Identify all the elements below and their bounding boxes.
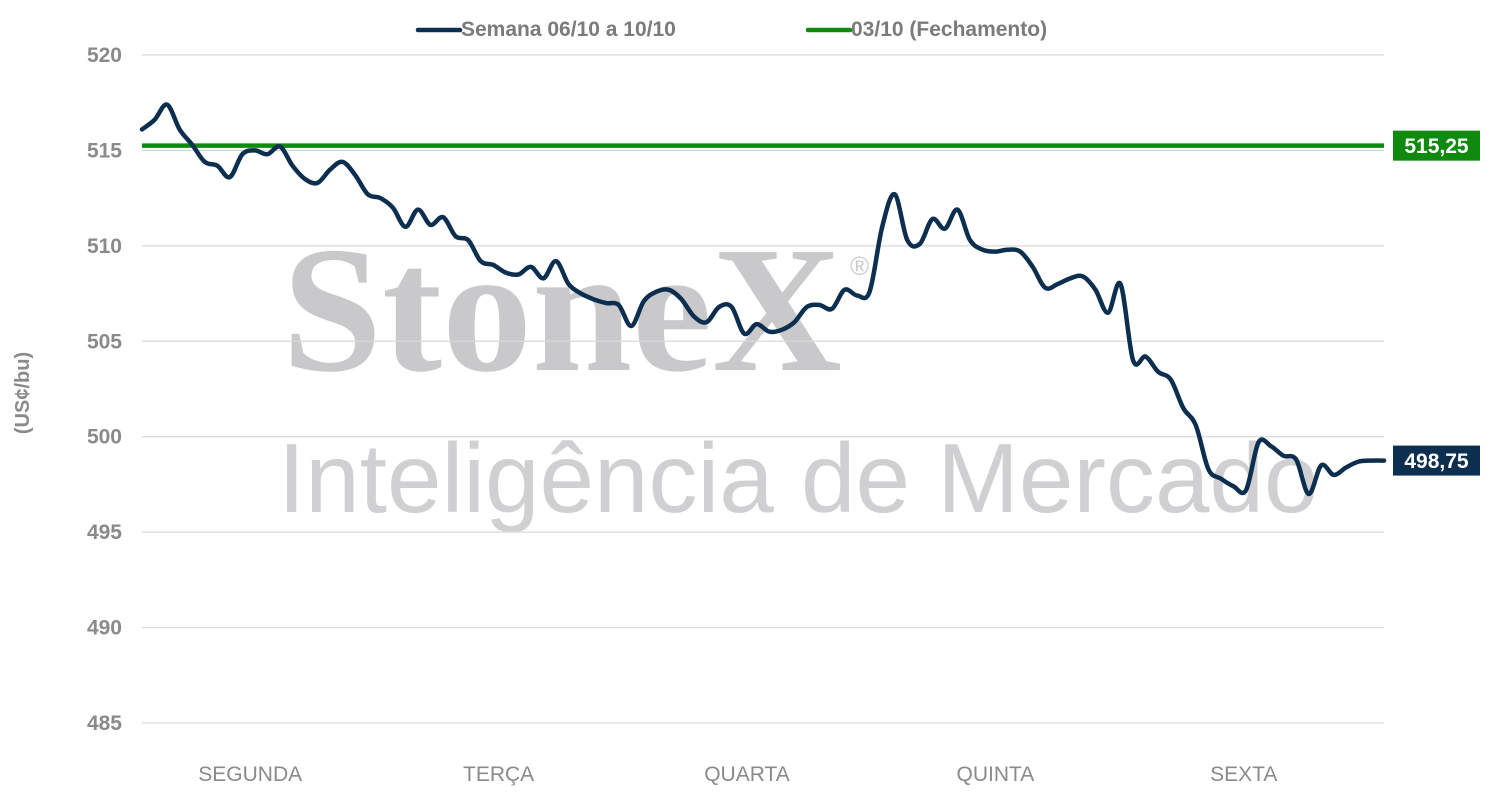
badge-last-value: 498,75 xyxy=(1404,450,1469,473)
watermark-tagline: Inteligência de Mercado xyxy=(278,423,1319,533)
x-tick-label: QUARTA xyxy=(704,763,790,786)
y-axis-label: (US¢/bu) xyxy=(12,352,34,434)
x-tick-label: SEGUNDA xyxy=(198,763,302,786)
watermark-brand: StoneX xyxy=(282,210,842,409)
gridlines xyxy=(142,54,1384,724)
y-tick-label: 495 xyxy=(87,521,122,544)
y-tick-label: 500 xyxy=(87,426,122,449)
y-tick-label: 505 xyxy=(87,330,122,353)
y-tick-label: 510 xyxy=(87,235,122,258)
y-tick-label: 490 xyxy=(87,617,122,640)
badge-last: 498,75 xyxy=(1393,445,1480,476)
badge-last-background xyxy=(1393,445,1480,476)
x-tick-label: TERÇA xyxy=(463,763,534,786)
watermark-registered-mark: ® xyxy=(850,251,869,281)
legend-label-week: Semana 06/10 a 10/10 xyxy=(461,18,676,41)
legend-label-close: 03/10 (Fechamento) xyxy=(851,18,1047,41)
badge-close-background xyxy=(1393,130,1480,161)
y-tick-label: 485 xyxy=(87,712,122,735)
x-axis-ticks: SEGUNDA TERÇA QUARTA QUINTA SEXTA xyxy=(198,763,1277,786)
watermark: StoneX ® Inteligência de Mercado xyxy=(278,210,1319,533)
y-tick-label: 520 xyxy=(87,44,122,67)
badge-close: 515,25 xyxy=(1393,130,1480,161)
legend-item-close: 03/10 (Fechamento) xyxy=(805,18,1047,41)
x-tick-label: QUINTA xyxy=(957,763,1035,786)
legend: Semana 06/10 a 10/10 03/10 (Fechamento) xyxy=(415,18,1047,41)
x-tick-label: SEXTA xyxy=(1210,763,1277,786)
y-tick-label: 515 xyxy=(87,139,122,162)
series-line-week xyxy=(139,102,1387,497)
y-axis-ticks: 485 490 495 500 505 510 515 520 xyxy=(87,44,122,735)
legend-item-week: Semana 06/10 a 10/10 xyxy=(415,18,676,41)
badge-close-value: 515,25 xyxy=(1404,135,1469,158)
